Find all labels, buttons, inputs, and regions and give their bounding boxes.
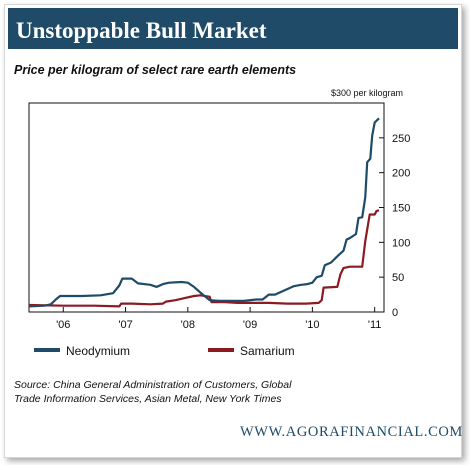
x-tick-label: '09 (243, 319, 257, 331)
header-banner (8, 8, 458, 49)
y-tick-label: 50 (392, 272, 404, 284)
x-tick-label: '07 (118, 319, 132, 331)
header-title: Unstoppable Bull Market (16, 18, 267, 43)
y-tick-label: 150 (392, 203, 410, 215)
y-tick-label: 0 (392, 307, 398, 319)
series-line-samarium (28, 209, 380, 308)
chart-subtitle: Price per kilogram of select rare earth … (14, 63, 297, 77)
footer-url: WWW.AGORAFINANCIAL.COM (240, 424, 463, 440)
source-note: Source: China General Administration of … (14, 379, 292, 405)
x-tick-label: '10 (305, 319, 319, 331)
y-tick-label: 250 (392, 133, 410, 145)
chart-card (4, 4, 462, 458)
legend-swatch-neodymium (34, 348, 60, 352)
y-tick-label: 100 (392, 237, 410, 249)
legend-label-neodymium: Neodymium (66, 344, 131, 358)
legend-swatch-samarium (208, 348, 234, 352)
y-axis-unit-label: $300 per kilogram (331, 88, 404, 98)
x-tick-label: '11 (368, 319, 382, 331)
legend-label-samarium: Samarium (240, 344, 295, 358)
series-line-neodymium (28, 117, 380, 308)
x-tick-label: '06 (56, 319, 70, 331)
plot-frame (28, 102, 385, 313)
x-tick-label: '08 (181, 319, 195, 331)
y-tick-label: 200 (392, 168, 410, 180)
